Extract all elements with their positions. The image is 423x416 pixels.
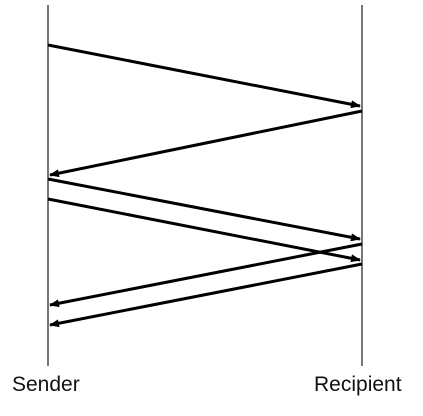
message-arrow-5 xyxy=(49,242,363,308)
message-arrow-2 xyxy=(49,109,363,178)
message-arrow-6 xyxy=(49,262,363,328)
message-arrow-4 xyxy=(47,197,361,263)
message-arrow-1 xyxy=(47,43,361,109)
recipient-label: Recipient xyxy=(314,373,402,396)
message-arrow-3 xyxy=(47,177,361,242)
sender-label: Sender xyxy=(12,373,80,396)
